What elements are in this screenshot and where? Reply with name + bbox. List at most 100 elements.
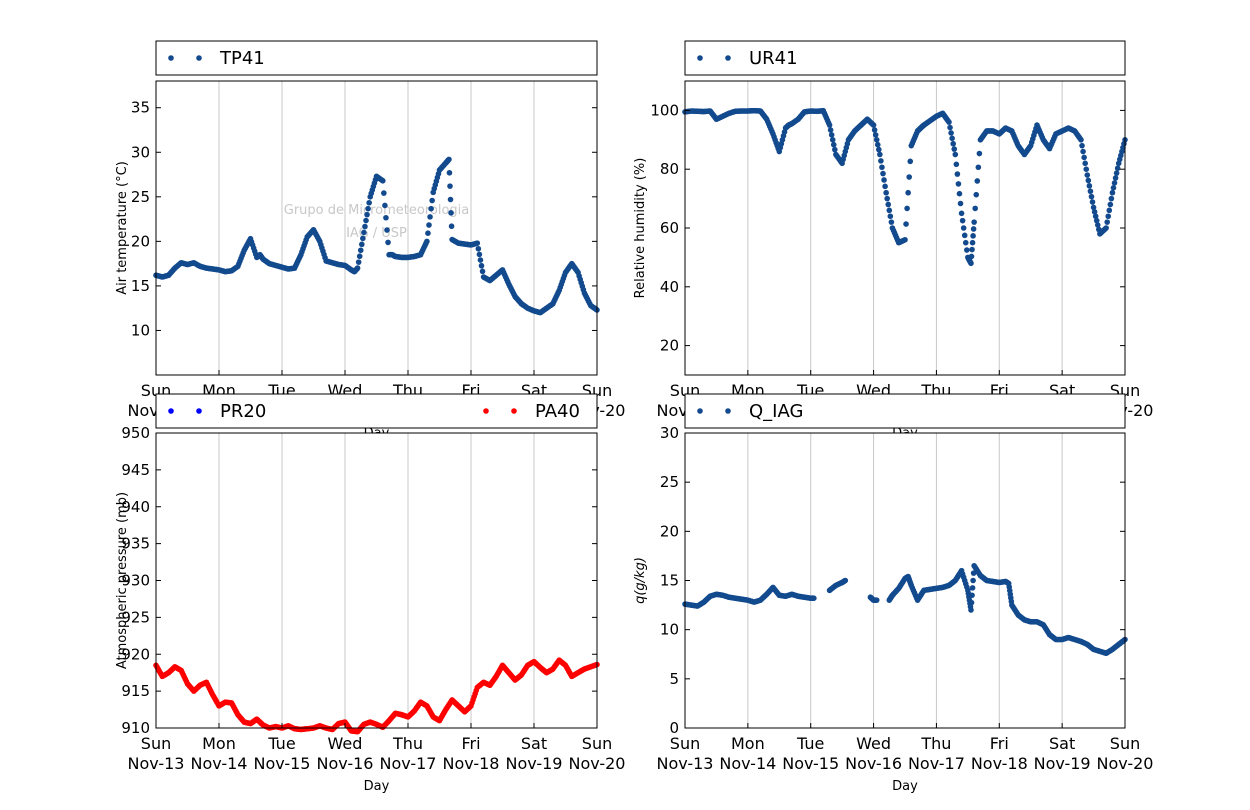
data-point [870,122,877,128]
data-point [883,189,889,196]
data-point [887,213,894,220]
x-tick-label-date: Nov-18 [971,754,1028,773]
data-point [384,227,390,233]
y-axis-label: Relative humidity (%) [633,158,648,299]
y-tick-label: 25 [131,188,150,206]
legend-marker [511,408,517,414]
data-point [975,164,982,171]
data-point [907,158,914,165]
data-point [383,214,389,221]
data-point [448,223,455,230]
x-tick-label-date: Nov-14 [719,754,776,773]
data-point [904,205,910,212]
x-tick-label-day: Fri [990,734,1009,753]
y-tick-label: 20 [131,232,150,250]
y-tick-label: 25 [660,473,679,491]
x-axis-label: Day [364,779,390,794]
legend-marker [168,408,174,414]
data-point [879,164,885,171]
y-axis-label: q(g/kg) [633,557,648,604]
data-point [873,137,880,143]
x-tick-label-date: Nov-17 [380,754,437,773]
data-point [960,225,967,231]
y-axis-label: Air temperature (°C) [115,161,130,295]
legend: TP41 [155,40,598,76]
legend-marker [697,408,703,414]
data-point [362,223,368,230]
data-points [682,107,1128,267]
data-point [842,577,849,584]
data-point [878,158,884,164]
data-point [365,205,371,212]
y-tick-label: 935 [121,535,150,553]
data-point [828,132,835,138]
x-tick-label-date: Nov-20 [1097,754,1154,773]
legend-marker [697,55,703,61]
plot-area [156,81,597,375]
x-tick-label-day: Sun [582,734,612,753]
x-tick-label-date: Nov-18 [443,754,500,773]
y-tick-label: 930 [121,572,150,590]
data-point [970,577,976,584]
data-point [1088,193,1095,200]
data-point [959,217,966,224]
x-tick-label-day: Mon [731,734,765,753]
legend-label: Q_IAG [749,401,803,422]
y-tick-label: 15 [660,572,679,590]
x-tick-label-date: Nov-15 [254,754,311,773]
y-tick-label: 80 [660,160,679,178]
legend-box [684,40,1126,76]
data-point [1083,166,1090,172]
legend-marker [483,408,489,414]
data-point [871,127,878,133]
data-point [1081,154,1087,161]
data-point [811,595,817,601]
data-point [1084,172,1091,178]
data-point [357,247,364,254]
data-point [947,124,953,131]
y-tick-label: 15 [131,277,150,295]
x-tick-label-day: Thu [392,734,423,753]
data-point [976,150,983,157]
legend: Q_IAG [684,393,1126,429]
data-point [1114,165,1121,172]
x-axis-label: Day [892,779,918,794]
data-point [1094,222,1101,228]
y-tick-label: 945 [121,461,150,479]
data-point [447,196,454,203]
chart-panel-1: Grupo de Micrometeorologia IAG / USP 10 15 2… [115,80,625,441]
y-tick-label: 10 [660,621,679,639]
y-tick-label: 910 [121,719,150,737]
data-point [969,239,976,246]
data-point [1086,183,1093,189]
x-tick-label-day: Tue [267,734,295,753]
data-point [951,146,958,152]
data-point [950,140,956,147]
x-tick-label-date: Nov-16 [317,754,374,773]
data-point [429,197,435,204]
x-tick-label-day: Wed [856,734,891,753]
x-tick-label-day: Sun [141,734,171,753]
legend-marker [168,55,174,61]
data-point [968,253,975,260]
data-point [972,205,978,212]
data-point [971,219,977,225]
data-point [962,239,969,246]
data-point [477,257,484,263]
legend-box [155,40,598,76]
y-tick-label: 940 [121,498,150,516]
legend-label: UR41 [749,48,798,69]
data-point [958,210,965,217]
data-point [946,119,952,125]
y-tick-label: 40 [660,278,679,296]
data-point [955,181,962,187]
x-tick-label-date: Nov-20 [569,754,626,773]
data-point [424,238,430,245]
x-tick-label-day: Wed [328,734,363,753]
data-point [874,141,881,148]
data-point [829,137,836,143]
legend-box [684,393,1126,429]
y-tick-label: 915 [121,682,150,700]
data-point [364,211,370,218]
